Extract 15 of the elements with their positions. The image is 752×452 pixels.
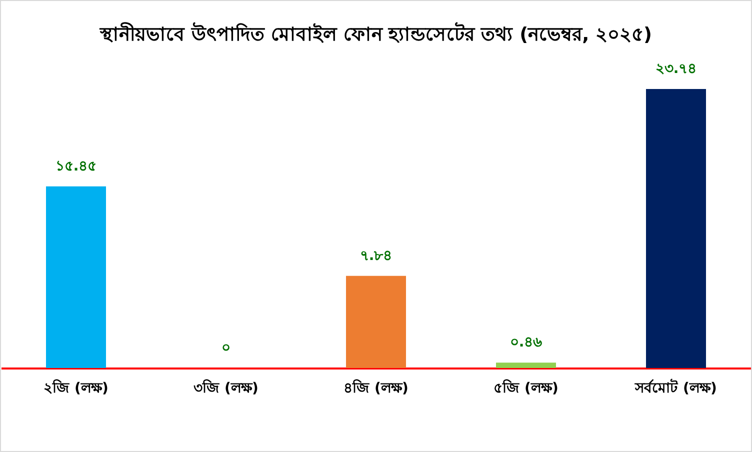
- x-tick-label: ৫জি (লক্ষ): [494, 378, 558, 396]
- bar: [496, 362, 556, 368]
- x-tick-label: ৪জি (লক্ষ): [344, 378, 408, 396]
- bar: [46, 186, 106, 368]
- bar: [346, 276, 406, 368]
- data-label: ০: [222, 340, 230, 356]
- x-tick-label: ২জি (লক্ষ): [44, 378, 108, 396]
- data-label: ০.৪৬: [510, 334, 542, 351]
- data-label: ১৫.৪৫: [55, 158, 97, 174]
- chart-title: স্থানীয়ভাবে উৎপাদিত মোবাইল ফোন হ্যান্ডসেটের তথ্য (নভেম্বর, ২০২৫): [98, 22, 652, 46]
- x-tick-label: সর্বমোট (লক্ষ): [634, 378, 717, 396]
- x-tick-label: ৩জি (লক্ষ): [194, 378, 258, 396]
- data-label: ২৩.৭৪: [655, 61, 697, 77]
- bar: [646, 89, 706, 368]
- data-label: ৭.৮৪: [360, 248, 392, 264]
